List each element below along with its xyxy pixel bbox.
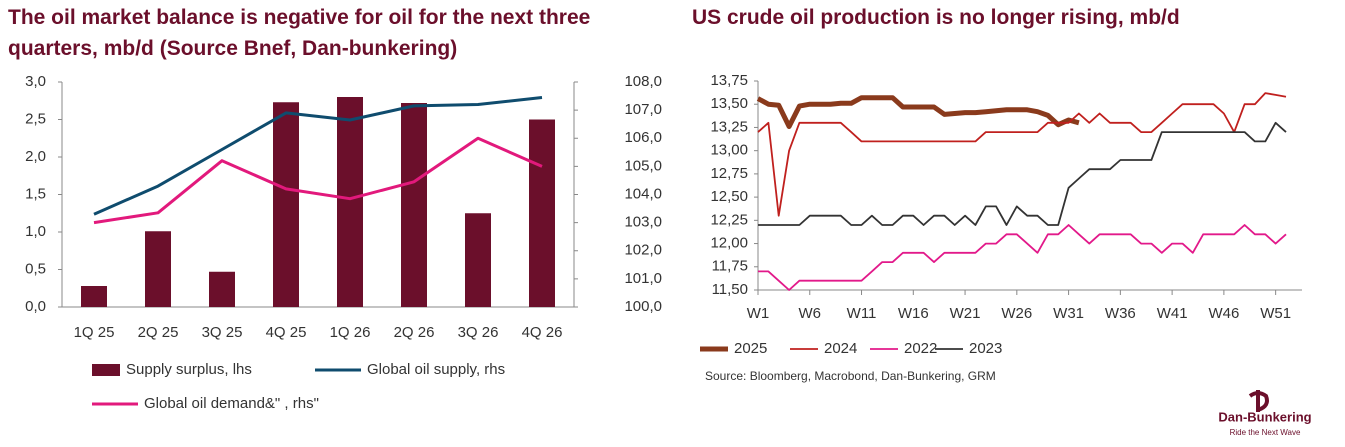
legend-label: Global oil supply, rhs [367,361,505,378]
y-tick-label: 13,75 [710,72,748,89]
legend-label: 2023 [969,340,1002,357]
x-tick-label: W26 [1001,305,1032,322]
bar [145,231,171,307]
y2-tick-label: 103,0 [624,214,662,231]
x-tick-label: 2Q 25 [138,324,179,341]
bar [401,103,427,307]
series-line [758,121,1287,226]
series-line [758,224,1287,291]
y-tick-label: 1,5 [25,185,46,202]
y-tick-label: 1,0 [25,223,46,240]
x-tick-label: 3Q 25 [202,324,243,341]
y-tick-label: 3,0 [25,73,46,90]
y-tick-label: 0,0 [25,298,46,315]
x-tick-label: W11 [847,305,877,322]
y-tick-label: 13,50 [710,95,748,112]
legend-label: Supply surplus, lhs [126,361,252,378]
y-tick-label: 13,00 [710,142,748,159]
y-tick-label: 12,75 [710,165,748,182]
y2-tick-label: 102,0 [624,242,662,259]
x-tick-label: W21 [950,305,981,322]
x-tick-label: W6 [799,305,822,322]
y2-tick-label: 106,0 [624,129,662,146]
x-tick-label: 1Q 25 [74,324,115,341]
x-tick-label: W46 [1208,305,1239,322]
y-tick-label: 11,75 [712,258,748,275]
x-tick-label: 1Q 26 [330,324,371,341]
y-tick-label: 11,50 [712,281,748,298]
bar [337,97,363,307]
bar [465,213,491,307]
y-tick-label: 12,50 [710,188,748,205]
bar [209,271,235,307]
y2-tick-label: 101,0 [624,270,662,287]
y-tick-label: 2,0 [25,148,46,165]
y2-tick-label: 100,0 [624,298,662,315]
y2-tick-label: 105,0 [624,157,662,174]
y2-tick-label: 108,0 [624,73,662,90]
x-tick-label: 4Q 26 [522,324,563,341]
legend-label: 2022 [904,340,937,357]
left-title: The oil market balance is negative for o… [8,6,591,60]
bar [529,119,555,307]
legend-label: Global oil demand&" , rhs" [144,395,319,412]
x-tick-label: 4Q 25 [266,324,307,341]
y-tick-label: 12,00 [710,235,748,252]
logo-icon [1248,390,1269,412]
logo-name: Dan-Bunkering [1218,409,1311,424]
legend-label: 2024 [824,340,857,357]
x-tick-label: W41 [1157,305,1188,322]
legend-swatch [92,364,120,376]
series-line [756,95,1080,129]
logo: Dan-Bunkering Ride the Next Wave [1218,390,1312,437]
x-tick-label: W51 [1260,305,1291,322]
series-line [757,92,1287,217]
y2-tick-label: 107,0 [624,101,662,118]
x-tick-label: W31 [1053,305,1084,322]
right-title: US crude oil production is no longer ris… [692,6,1180,29]
legend-label: 2025 [734,340,767,357]
x-tick-label: W1 [747,305,770,322]
y-tick-label: 2,5 [25,110,46,127]
series-line [93,136,543,225]
x-tick-label: 3Q 26 [458,324,499,341]
y2-tick-label: 104,0 [624,185,662,202]
y-tick-label: 12,25 [710,211,748,228]
x-tick-label: W36 [1105,305,1136,322]
bar [273,102,299,307]
x-tick-label: 2Q 26 [394,324,435,341]
source-note: Source: Bloomberg, Macrobond, Dan-Bunker… [705,369,996,383]
series-line [93,96,543,216]
y-tick-label: 13,25 [710,118,748,135]
logo-tagline: Ride the Next Wave [1230,428,1301,437]
y-tick-label: 0,5 [25,260,46,277]
bar [81,286,107,307]
x-tick-label: W16 [898,305,929,322]
